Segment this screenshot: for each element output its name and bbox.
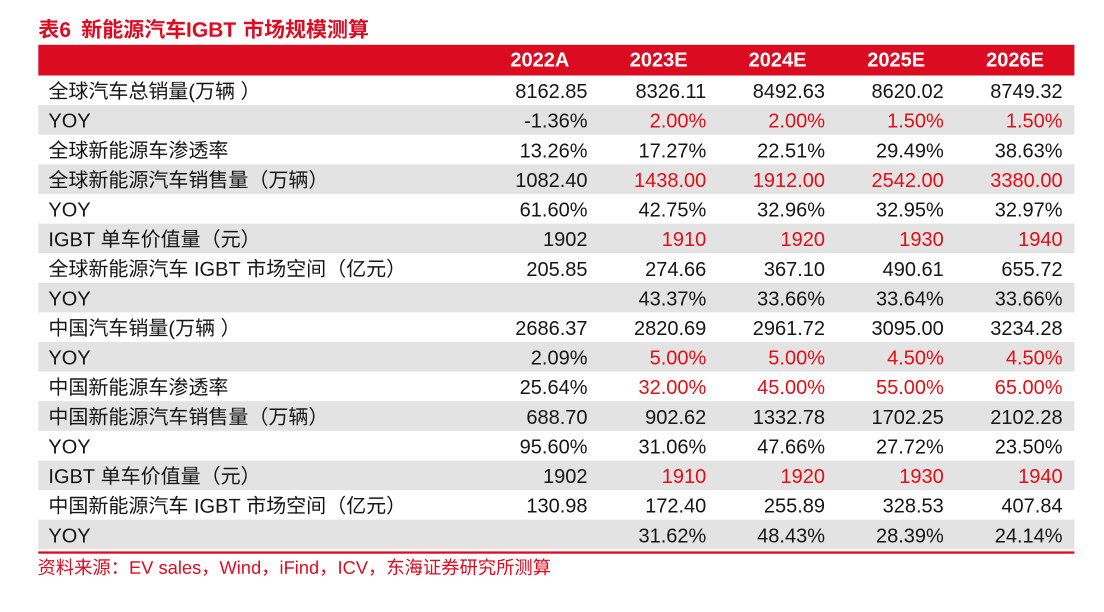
- svg-text:8162.85: 8162.85: [515, 81, 587, 103]
- svg-text:1940: 1940: [1018, 229, 1063, 251]
- svg-text:2102.28: 2102.28: [990, 407, 1062, 429]
- svg-text:2022A: 2022A: [510, 50, 569, 72]
- svg-text:8749.32: 8749.32: [990, 81, 1062, 103]
- svg-text:1702.25: 1702.25: [872, 407, 944, 429]
- svg-text:8620.02: 8620.02: [872, 81, 944, 103]
- svg-text:130.98: 130.98: [526, 496, 587, 518]
- svg-text:2026E: 2026E: [986, 50, 1044, 72]
- svg-text:2025E: 2025E: [867, 50, 925, 72]
- svg-text:5.00%: 5.00%: [768, 348, 825, 370]
- svg-text:YOY: YOY: [48, 111, 90, 133]
- svg-text:1912.00: 1912.00: [753, 170, 825, 192]
- svg-text:YOY: YOY: [48, 436, 90, 458]
- svg-text:33.66%: 33.66%: [757, 288, 825, 310]
- svg-text:1902: 1902: [543, 229, 588, 251]
- svg-text:255.89: 255.89: [764, 496, 825, 518]
- svg-text:32.00%: 32.00%: [638, 377, 706, 399]
- svg-text:55.00%: 55.00%: [876, 377, 944, 399]
- svg-text:2542.00: 2542.00: [872, 170, 944, 192]
- svg-text:8326.11: 8326.11: [635, 81, 706, 103]
- svg-text:2961.72: 2961.72: [753, 318, 825, 340]
- svg-text:274.66: 274.66: [645, 259, 706, 281]
- svg-text:2023E: 2023E: [630, 50, 688, 72]
- svg-text:4.50%: 4.50%: [887, 348, 944, 370]
- svg-text:17.27%: 17.27%: [638, 140, 706, 162]
- svg-text:3095.00: 3095.00: [872, 318, 944, 340]
- svg-text:YOY: YOY: [48, 525, 90, 547]
- svg-text:1910: 1910: [662, 466, 707, 488]
- svg-text:33.66%: 33.66%: [995, 288, 1063, 310]
- svg-text:25.64%: 25.64%: [520, 377, 588, 399]
- svg-text:8492.63: 8492.63: [753, 81, 825, 103]
- svg-text:-1.36%: -1.36%: [524, 111, 588, 133]
- svg-text:1930: 1930: [899, 229, 944, 251]
- svg-text:YOY: YOY: [48, 200, 90, 222]
- svg-text:23.50%: 23.50%: [995, 436, 1063, 458]
- svg-text:1.50%: 1.50%: [1006, 111, 1063, 133]
- svg-text:328.53: 328.53: [883, 496, 944, 518]
- svg-text:38.63%: 38.63%: [995, 140, 1063, 162]
- svg-text:2.09%: 2.09%: [531, 348, 588, 370]
- svg-text:2.00%: 2.00%: [650, 111, 707, 133]
- svg-text:205.85: 205.85: [526, 259, 587, 281]
- svg-text:902.62: 902.62: [645, 407, 706, 429]
- svg-text:1920: 1920: [781, 466, 826, 488]
- svg-text:5.00%: 5.00%: [650, 348, 707, 370]
- svg-text:2820.69: 2820.69: [634, 318, 706, 340]
- svg-text:2.00%: 2.00%: [768, 111, 825, 133]
- svg-text:32.97%: 32.97%: [995, 200, 1063, 222]
- svg-text:45.00%: 45.00%: [757, 377, 825, 399]
- svg-text:2686.37: 2686.37: [515, 318, 587, 340]
- svg-text:1940: 1940: [1018, 466, 1063, 488]
- svg-text:95.60%: 95.60%: [520, 436, 588, 458]
- svg-text:YOY: YOY: [48, 348, 90, 370]
- svg-text:YOY: YOY: [48, 288, 90, 310]
- svg-text:3380.00: 3380.00: [990, 170, 1062, 192]
- svg-text:3234.28: 3234.28: [990, 318, 1062, 340]
- svg-text:367.10: 367.10: [764, 259, 825, 281]
- svg-text:688.70: 688.70: [526, 407, 587, 429]
- svg-text:655.72: 655.72: [1001, 259, 1062, 281]
- svg-text:13.26%: 13.26%: [520, 140, 588, 162]
- svg-text:47.66%: 47.66%: [757, 436, 825, 458]
- svg-text:1902: 1902: [543, 466, 588, 488]
- svg-text:32.96%: 32.96%: [757, 200, 825, 222]
- svg-text:29.49%: 29.49%: [876, 140, 944, 162]
- svg-text:33.64%: 33.64%: [876, 288, 944, 310]
- svg-text:1082.40: 1082.40: [515, 170, 587, 192]
- svg-text:31.06%: 31.06%: [638, 436, 706, 458]
- svg-text:43.37%: 43.37%: [638, 288, 706, 310]
- svg-text:1.50%: 1.50%: [887, 111, 944, 133]
- svg-text:24.14%: 24.14%: [995, 525, 1063, 547]
- svg-text:1910: 1910: [662, 229, 707, 251]
- svg-text:65.00%: 65.00%: [995, 377, 1063, 399]
- svg-text:48.43%: 48.43%: [757, 525, 825, 547]
- svg-text:407.84: 407.84: [1001, 496, 1062, 518]
- svg-text:61.60%: 61.60%: [520, 200, 588, 222]
- svg-text:2024E: 2024E: [749, 50, 807, 72]
- svg-text:42.75%: 42.75%: [638, 200, 706, 222]
- svg-text:1930: 1930: [899, 466, 944, 488]
- svg-text:28.39%: 28.39%: [876, 525, 944, 547]
- svg-text:1438.00: 1438.00: [634, 170, 706, 192]
- svg-text:27.72%: 27.72%: [876, 436, 944, 458]
- svg-text:22.51%: 22.51%: [757, 140, 825, 162]
- svg-text:490.61: 490.61: [883, 259, 944, 281]
- svg-text:172.40: 172.40: [645, 496, 706, 518]
- svg-text:1920: 1920: [781, 229, 826, 251]
- svg-text:4.50%: 4.50%: [1006, 348, 1063, 370]
- svg-text:1332.78: 1332.78: [753, 407, 825, 429]
- svg-text:32.95%: 32.95%: [876, 200, 944, 222]
- svg-text:31.62%: 31.62%: [638, 525, 706, 547]
